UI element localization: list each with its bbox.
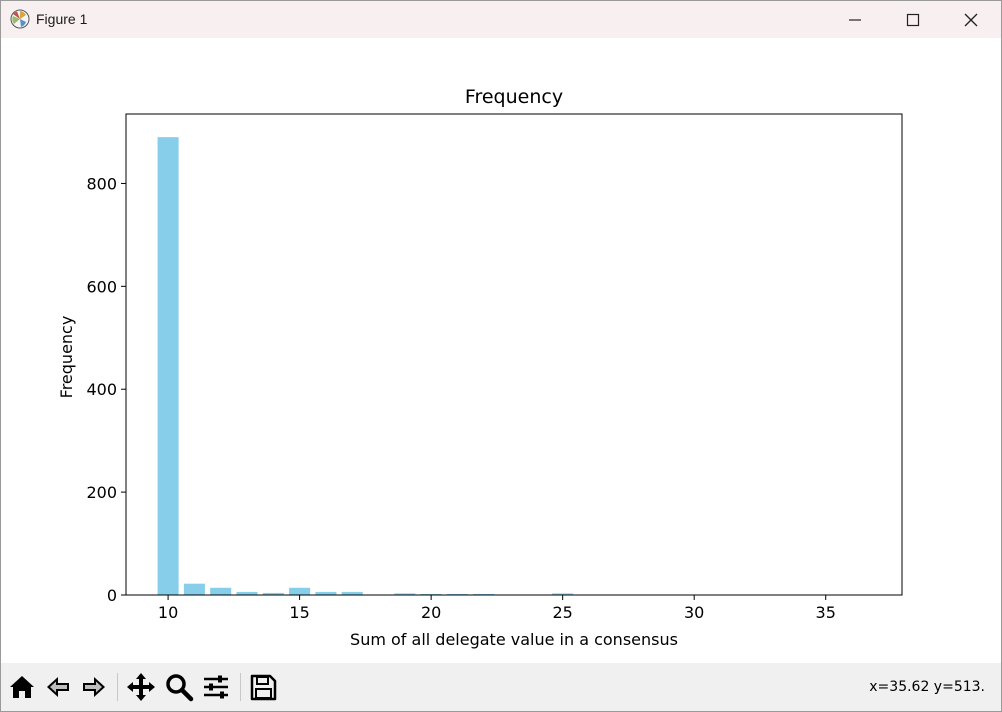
bar-21 — [446, 593, 468, 595]
x-tick-label: 30 — [684, 603, 704, 622]
floppy-disk-icon — [250, 674, 277, 701]
bar-14 — [262, 592, 284, 595]
minimize-icon — [849, 18, 861, 21]
y-axis-ticks: 0 200 400 600 800 — [86, 174, 126, 605]
pan-button[interactable] — [124, 670, 158, 704]
bar-25 — [552, 593, 574, 595]
bar-19 — [394, 593, 416, 595]
x-axis-label: Sum of all delegate value in a consensus — [350, 630, 678, 649]
move-icon — [127, 673, 155, 701]
bar-11 — [183, 583, 205, 595]
histogram-chart: 10 15 20 25 30 35 0 200 400 600 800 Frequency Sum… — [57, 86, 903, 649]
bar-13 — [236, 591, 258, 595]
bar-15 — [289, 587, 311, 595]
bar-17 — [341, 591, 363, 595]
matplotlib-logo-icon — [10, 9, 30, 29]
y-tick-label: 200 — [86, 483, 117, 502]
toolbar-separator — [117, 673, 118, 701]
minimize-button[interactable] — [826, 1, 884, 38]
figure-canvas[interactable]: 10 15 20 25 30 35 0 200 400 600 800 Frequency Sum… — [1, 38, 1001, 663]
y-tick-label: 0 — [107, 586, 117, 605]
bar-16 — [315, 591, 337, 595]
window-title: Figure 1 — [36, 11, 88, 27]
axes-frame — [125, 113, 903, 596]
toolbar-separator — [240, 673, 241, 701]
save-button[interactable] — [246, 670, 280, 704]
x-tick-label: 15 — [289, 603, 309, 622]
title-bar: Figure 1 — [1, 1, 1001, 38]
x-tick-label: 10 — [158, 603, 178, 622]
home-icon — [10, 676, 34, 698]
y-tick-label: 400 — [86, 380, 117, 399]
bar-22 — [473, 593, 495, 595]
close-icon — [964, 13, 978, 26]
x-tick-label: 20 — [421, 603, 441, 622]
x-axis-ticks: 10 15 20 25 30 35 — [158, 595, 836, 622]
close-button[interactable] — [942, 1, 1000, 38]
maximize-button[interactable] — [884, 1, 942, 38]
axes-background — [126, 114, 902, 595]
magnifier-icon — [166, 674, 194, 702]
maximize-icon — [906, 13, 920, 26]
chart-title: Frequency — [465, 86, 563, 108]
home-button[interactable] — [5, 670, 39, 704]
bar-10 — [157, 137, 179, 596]
forward-button[interactable] — [77, 670, 111, 704]
bar-12 — [210, 587, 232, 595]
cursor-coordinates: x=35.62 y=513. — [869, 679, 985, 695]
zoom-button[interactable] — [162, 670, 196, 704]
forward-arrow-icon — [83, 677, 105, 697]
x-tick-label: 35 — [816, 603, 836, 622]
sliders-icon — [204, 675, 228, 699]
navigation-toolbar: x=35.62 y=513. — [1, 663, 1001, 711]
y-tick-label: 800 — [86, 174, 117, 193]
x-tick-label: 25 — [552, 603, 572, 622]
back-button[interactable] — [41, 670, 75, 704]
back-arrow-icon — [47, 677, 69, 697]
y-axis-label: Frequency — [57, 316, 76, 399]
configure-subplots-button[interactable] — [199, 670, 233, 704]
y-tick-label: 600 — [86, 277, 117, 296]
bar-20 — [420, 593, 442, 595]
